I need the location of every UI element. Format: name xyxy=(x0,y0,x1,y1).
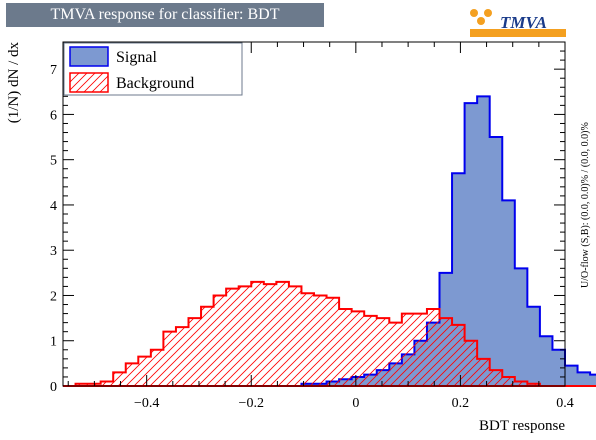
y-axis-label: (1/N) dN / dx xyxy=(6,42,22,124)
legend-signal-swatch xyxy=(70,47,108,66)
legend-background-swatch xyxy=(70,73,108,92)
y-tick-label: 2 xyxy=(50,289,57,304)
legend-background-label: Background xyxy=(116,75,194,92)
x-tick-label: 0 xyxy=(352,396,359,411)
y-tick-label: 7 xyxy=(50,63,57,78)
x-tick-label: 0.4 xyxy=(556,396,574,411)
x-tick-label: −0.2 xyxy=(239,396,264,411)
x-axis-label: BDT response xyxy=(479,418,565,434)
x-tick-label: −0.4 xyxy=(134,396,159,411)
legend: Signal Background xyxy=(64,43,242,95)
legend-signal-label: Signal xyxy=(116,49,157,66)
y-tick-label: 5 xyxy=(50,154,57,169)
y-tick-label: 3 xyxy=(50,244,57,259)
x-tick-label: 0.2 xyxy=(452,396,470,411)
y-tick-label: 4 xyxy=(50,199,57,214)
y-tick-label: 6 xyxy=(50,108,57,123)
overflow-note: U/O-flow (S,B): (0.0, 0.0)% / (0.0, 0.0)… xyxy=(580,122,591,288)
y-tick-label: 0 xyxy=(50,380,57,395)
y-tick-label: 1 xyxy=(50,335,57,350)
